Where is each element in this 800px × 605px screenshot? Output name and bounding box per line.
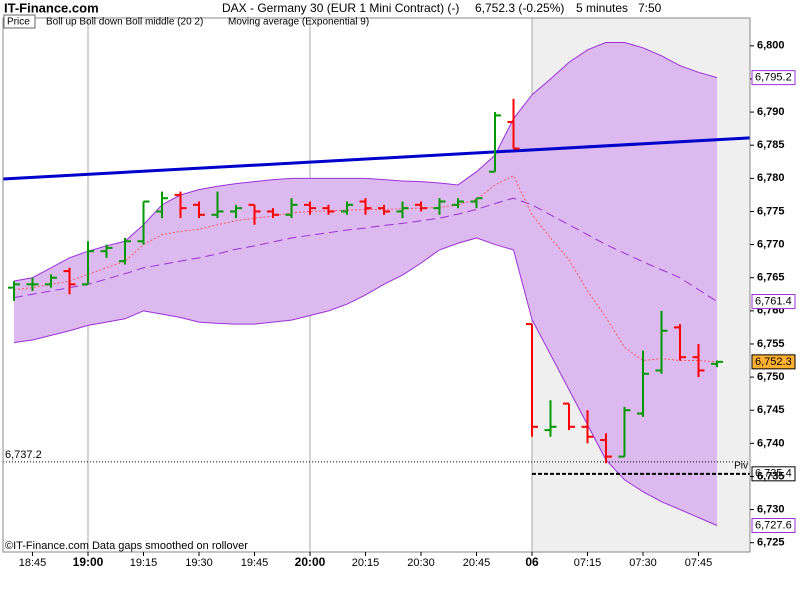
site-name: IT-Finance.com bbox=[4, 0, 99, 15]
footer: ©IT-Finance.com Data gaps smoothed on ro… bbox=[5, 540, 248, 552]
x-tick-label: 20:00 bbox=[295, 555, 326, 569]
bollinger-up bbox=[13, 42, 718, 282]
x-tick-label: 19:30 bbox=[185, 557, 213, 569]
reference-name: Piv bbox=[734, 460, 748, 471]
last-price: 6,752.3 (-0.25%) bbox=[475, 1, 564, 15]
last-up-label: 6,795.2 bbox=[755, 72, 792, 84]
last-middle-label-box bbox=[751, 294, 796, 310]
last-price-label: 6,752.3 bbox=[755, 356, 792, 368]
legend-price: Price bbox=[7, 17, 30, 28]
last-up-label-box bbox=[751, 70, 796, 86]
y-tick-label: 6,735 bbox=[757, 470, 785, 482]
reference-label: 6,737.2 bbox=[5, 449, 42, 461]
x-tick-label: 07:30 bbox=[629, 557, 657, 569]
bollinger-down bbox=[13, 237, 718, 526]
x-tick-label: 06 bbox=[525, 555, 539, 569]
reference-label-box bbox=[751, 466, 796, 482]
y-tick-label: 6,725 bbox=[757, 537, 785, 549]
bollinger-middle bbox=[13, 197, 718, 302]
x-tick-label: 20:15 bbox=[352, 557, 380, 569]
y-tick-label: 6,730 bbox=[757, 504, 785, 516]
legend-box bbox=[3, 14, 36, 29]
legend-ema: Moving average (Exponential 9) bbox=[228, 17, 369, 28]
instrument: DAX - Germany 30 (EUR 1 Mini Contract) (… bbox=[222, 1, 459, 15]
y-tick-label: 6,780 bbox=[757, 172, 785, 184]
legend-bollinger: Boll up Boll down Boll middle (20 2) bbox=[46, 17, 203, 28]
x-tick-label: 20:30 bbox=[407, 557, 435, 569]
plot-area bbox=[2, 18, 751, 552]
y-tick-label: 6,755 bbox=[757, 338, 785, 350]
reference-label: 6,735.4 bbox=[755, 468, 792, 480]
x-tick-label: 07:45 bbox=[685, 557, 713, 569]
last-down-label: 6,727.6 bbox=[755, 519, 792, 531]
x-tick-label: 07:15 bbox=[574, 557, 602, 569]
time: 7:50 bbox=[638, 1, 662, 15]
x-tick-label: 19:00 bbox=[73, 555, 104, 569]
last-price-label-box bbox=[751, 354, 796, 370]
last-down-label-box bbox=[751, 517, 796, 533]
x-tick-label: 20:45 bbox=[463, 557, 491, 569]
last-middle-label: 6,761.4 bbox=[755, 295, 792, 307]
x-tick-label: 19:45 bbox=[241, 557, 269, 569]
y-tick-label: 6,745 bbox=[757, 404, 785, 416]
y-tick-label: 6,785 bbox=[757, 139, 785, 151]
y-tick-label: 6,750 bbox=[757, 371, 785, 383]
y-tick-label: 6,740 bbox=[757, 437, 785, 449]
x-tick-label: 18:45 bbox=[19, 557, 47, 569]
y-tick-label: 6,790 bbox=[757, 106, 785, 118]
trendline bbox=[2, 136, 751, 181]
bollinger-fill bbox=[14, 42, 717, 526]
x-tick-label: 19:15 bbox=[130, 557, 158, 569]
y-tick-label: 6,800 bbox=[757, 40, 785, 52]
y-tick-label: 6,765 bbox=[757, 272, 785, 284]
y-tick-label: 6,770 bbox=[757, 238, 785, 250]
y-tick-label: 6,775 bbox=[757, 205, 785, 217]
interval: 5 minutes bbox=[576, 1, 628, 15]
